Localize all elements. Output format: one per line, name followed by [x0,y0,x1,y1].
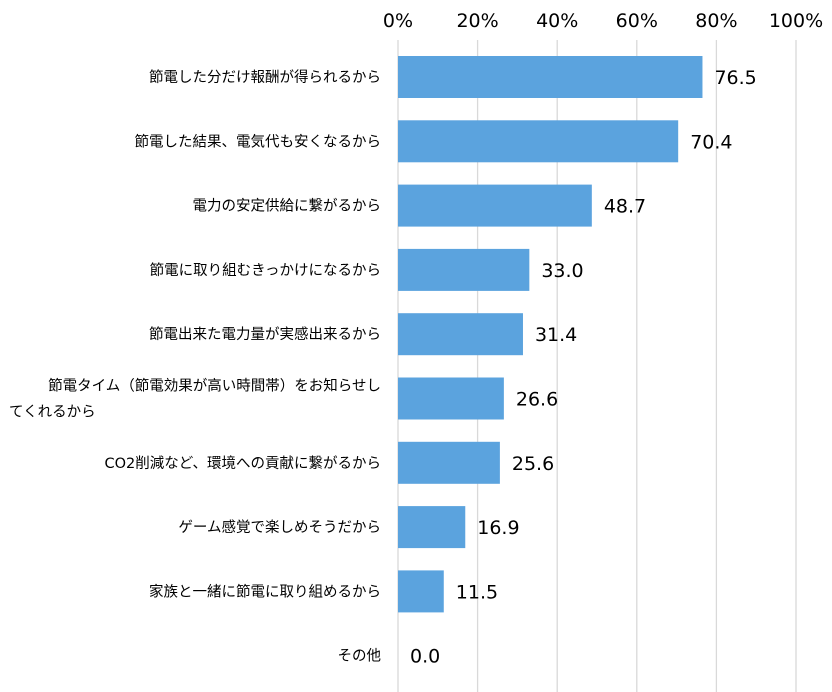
category-label-line: てくれるから [9,404,96,421]
bar-5 [398,377,504,420]
category-label-9: その他 [338,648,382,665]
category-label-line: 節電に取り組むきっかけになるから [150,261,381,279]
bar-1 [398,120,679,163]
category-label-line: 家族と一緒に節電に取り組めるから [149,582,381,600]
category-label-7: ゲーム感覚で楽しめそうだから [178,519,381,536]
category-label-2: 電力の安定供給に繋がるから [193,198,382,215]
category-label-line: 電力の安定供給に繋がるから [193,198,382,215]
category-label-1: 節電した結果、電気代も安くなるから [135,132,382,150]
category-label-line: 節電タイム（節電効果が高い時間帯）をお知らせし [48,377,381,395]
x-tick-label: 20% [456,10,498,32]
x-tick-label: 100% [769,10,823,32]
category-label-line: CO2削減など、環境への貢献に繋がるから [104,454,381,472]
x-tick-label: 60% [616,10,658,32]
bar-7 [398,506,466,549]
category-label-4: 節電出来た電力量が実感出来るから [149,325,381,343]
bar-4 [398,313,523,356]
category-label-3: 節電に取り組むきっかけになるから [150,261,381,279]
x-tick-label: 0% [383,10,413,32]
data-label-2: 48.7 [604,196,646,218]
x-tick-label: 80% [695,10,737,32]
data-label-3: 33.0 [541,260,583,282]
category-label-line: 節電した結果、電気代も安くなるから [135,132,382,150]
bars [398,56,703,613]
data-labels: 76.5 70.4 48.7 33.0 31.4 26.6 25.6 16.9 11.5 0.0 [410,67,757,668]
bar-3 [398,248,530,291]
bar-6 [398,441,500,484]
data-label-7: 16.9 [477,517,519,539]
category-label-6: CO2削減など、環境への貢献に繋がるから [104,454,381,472]
bar-0 [398,56,703,98]
data-label-0: 76.5 [714,67,756,89]
category-label-8: 家族と一緒に節電に取り組めるから [149,582,381,600]
bar-8 [398,570,444,613]
category-label-0: 節電した分だけ報酬が得られるから [149,68,381,86]
x-tick-label: 40% [536,10,578,32]
category-label-line: 節電出来た電力量が実感出来るから [149,325,381,343]
bar-2 [398,184,592,227]
x-axis-ticks: 0% 20% 40% 60% 80% 100% [383,10,823,32]
category-label-line: その他 [338,648,382,665]
data-label-1: 70.4 [690,131,732,153]
category-label-line: ゲーム感覚で楽しめそうだから [178,519,381,536]
data-label-6: 25.6 [512,453,554,475]
category-labels: 節電した分だけ報酬が得られるから節電した結果、電気代も安くなるから電力の安定供給… [9,68,381,665]
category-label-line: 節電した分だけ報酬が得られるから [149,68,381,86]
data-label-9: 0.0 [410,646,440,668]
category-label-5: 節電タイム（節電効果が高い時間帯）をお知らせしてくれるから [9,377,381,421]
data-label-8: 11.5 [456,581,498,603]
data-label-5: 26.6 [516,389,558,411]
data-label-4: 31.4 [535,324,577,346]
